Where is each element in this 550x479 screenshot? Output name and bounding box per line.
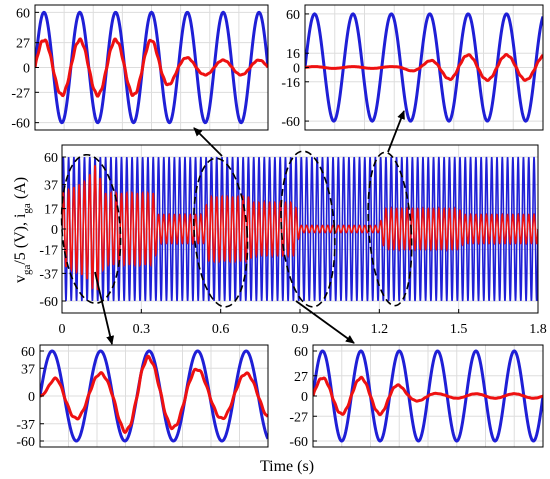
tl-ytick-label: 0	[23, 62, 30, 77]
tl-ytick-label: -27	[11, 86, 30, 101]
zoom-arrows	[94, 110, 405, 345]
zoom-ellipse-1	[60, 153, 122, 305]
main-series-current	[62, 165, 538, 291]
main-xtick-label: 0	[59, 322, 66, 337]
zoom-ellipse-4	[367, 151, 413, 307]
tl-series-current	[35, 37, 268, 98]
tl-series-voltage	[35, 10, 268, 125]
zoom-arrow-3	[94, 271, 115, 345]
main-xtick-label: 0.3	[133, 322, 151, 337]
tl-ytick-label: 27	[16, 37, 30, 52]
tr-ytick-label: -16	[281, 76, 300, 91]
inset-bottom-left: 60 37 0 -37 -60	[16, 344, 269, 450]
y-label-v: v	[12, 275, 29, 283]
inset-top-right: 60 160-16 -60	[281, 4, 544, 131]
y-label-sub2: ga	[21, 203, 33, 214]
inset-top-left: 60 27 0 -27 -60	[11, 4, 269, 132]
br-series-current	[313, 375, 543, 417]
y-label-sub1: ga	[21, 265, 33, 276]
tr-ytick-label: 0	[293, 62, 300, 77]
main-ytick-label: -37	[39, 267, 58, 282]
bl-ytick-label: -37	[16, 418, 35, 433]
bl-ytick-label: -60	[16, 435, 35, 450]
x-axis-label: Time (s)	[260, 458, 314, 475]
main-ytick-label: 17	[44, 203, 58, 218]
main-ytick-label: 0	[51, 223, 58, 238]
tr-series-current	[305, 52, 543, 83]
tl-series	[35, 10, 268, 125]
bl-ytick-label: 0	[28, 390, 35, 405]
tl-ytick-label: -60	[11, 117, 30, 132]
zoom-ellipse-2	[192, 157, 249, 308]
tl-ytick-label: 60	[16, 6, 30, 21]
inset-bottom-right: 60 27 0 -27 -60	[289, 344, 544, 450]
br-ytick-label: -27	[289, 410, 308, 425]
main-xtick-label: 0.6	[212, 322, 230, 337]
br-ytick-label: 27	[294, 370, 308, 385]
bl-series-voltage	[40, 349, 268, 443]
zoom-arrow-2	[387, 110, 405, 153]
main-xtick-label: 0.9	[291, 322, 309, 337]
main-xtick-label: 1.5	[450, 322, 468, 337]
y-axis-label: vga/5 (V), iga (A)	[12, 177, 33, 283]
bl-ytick-label: 37	[21, 362, 35, 377]
main-series	[62, 156, 538, 302]
zoom-arrow-1	[193, 127, 223, 157]
tr-ytick-label: -60	[281, 115, 300, 130]
tr-series	[305, 12, 543, 123]
zoom-arrow-4	[295, 300, 355, 344]
y-label-mid: /5 (V), i	[12, 213, 29, 265]
main-xtick-label: 1.2	[371, 322, 389, 337]
br-ytick-label: 0	[301, 390, 308, 405]
zoom-ellipse-3	[280, 150, 336, 308]
bl-series	[40, 349, 268, 443]
main-ytick-label: -60	[39, 295, 58, 310]
bl-series-current	[40, 354, 268, 435]
br-ytick-label: -60	[289, 435, 308, 450]
main-xtick-label: 1.8	[529, 322, 547, 337]
tr-series-voltage	[305, 12, 543, 123]
tr-ytick-label: 60	[286, 8, 300, 23]
br-series	[313, 349, 543, 443]
bl-ytick-label: 60	[21, 345, 35, 360]
br-ytick-label: 60	[294, 345, 308, 360]
main-ytick-label: -17	[39, 243, 58, 258]
main-ytick-label: 37	[44, 179, 58, 194]
y-label-unit: (A)	[12, 177, 29, 203]
main-ytick-label: 60	[44, 151, 58, 166]
tr-ytick-label: 16	[286, 47, 300, 62]
